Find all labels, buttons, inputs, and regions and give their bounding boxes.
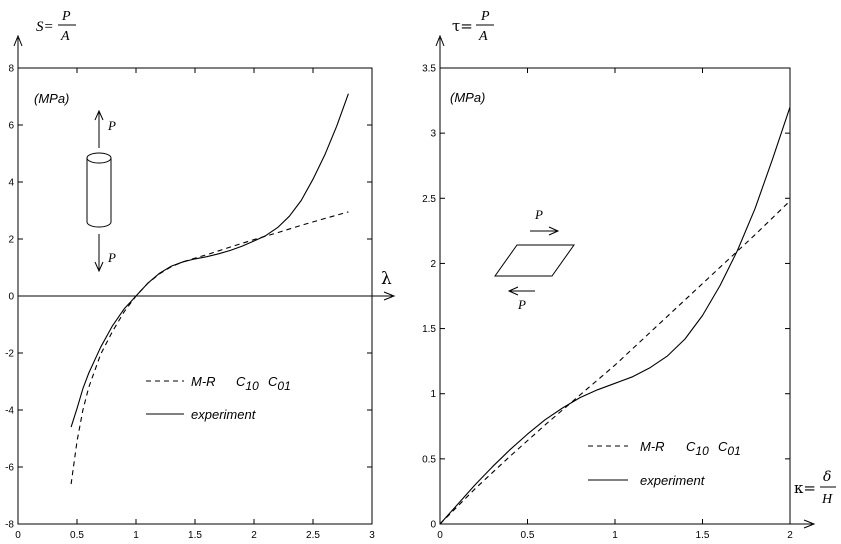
left-y-tick-label: -2 [5, 349, 14, 360]
left-y-ticks: -8 -6 -4 -2 0 2 4 6 8 [5, 64, 372, 531]
left-legend-mr-label: M-R [191, 374, 216, 389]
left-y-tick-label: 6 [8, 121, 14, 132]
left-y-tick-label: 8 [8, 64, 14, 75]
right-units: (MPa) [450, 90, 485, 105]
right-legend-c10-sub: 10 [695, 444, 709, 458]
right-y-tick-label: 2 [430, 259, 436, 270]
left-x-label: λ [381, 269, 392, 289]
left-y-label-lhs: S= [36, 19, 54, 35]
right-legend-c01: C01 [718, 439, 741, 458]
left-inset-cylinder: P P [86, 109, 116, 273]
right-legend-c10-letter: C [686, 439, 696, 454]
left-series-line-solid [70, 93, 349, 428]
right-x-tick-label: 2 [787, 530, 793, 541]
right-x-label-lhs: κ= [794, 479, 816, 497]
left-legend-c01-sub: 01 [277, 379, 290, 393]
right-y-ticks: 0 0.5 1 1.5 2 2.5 3 3.5 [422, 64, 790, 531]
left-inset-label-top: P [107, 118, 116, 133]
left-inset-label-bottom: P [107, 250, 116, 265]
right-x-label-den: H [821, 492, 833, 507]
right-inset-label-top: P [534, 207, 543, 222]
left-x-tick-label: 0 [15, 530, 21, 541]
right-series-line-solid [439, 106, 791, 525]
right-legend-experiment-label: experiment [640, 473, 706, 488]
left-x-tick-label: 0.5 [70, 530, 84, 541]
right-x-tick-label: 0 [437, 530, 443, 541]
left-y-tick-label: -6 [5, 463, 14, 474]
right-y-label-num: P [480, 9, 490, 24]
right-y-tick-label: 2.5 [422, 194, 436, 205]
right-inset-label-bottom: P [517, 297, 526, 312]
right-y-tick-label: 1 [430, 389, 436, 400]
left-chart: -8 -6 -4 -2 0 2 4 6 8 0 0.5 1 1.5 2 2.5 3 λ S= P A (MP… [5, 9, 396, 541]
right-legend-mr-label: M-R [640, 439, 665, 454]
right-x-ticks: 0 0.5 1 1.5 2 [437, 68, 793, 541]
right-series-line-dashed [439, 200, 791, 525]
left-y-tick-label: 4 [8, 178, 14, 189]
left-y-axis-arrowhead [13, 34, 23, 47]
right-legend: M-R C10 C01 experiment [588, 439, 741, 488]
left-series [70, 93, 349, 485]
left-y-label-den: A [60, 29, 70, 44]
left-y-tick-label: -8 [5, 520, 14, 531]
right-chart: 0 0.5 1 1.5 2 2.5 3 3.5 0 0.5 1 1.5 2 κ= δ H τ= P A… [422, 9, 836, 541]
left-x-tick-label: 1 [133, 530, 139, 541]
left-x-tick-label: 2.5 [306, 530, 320, 541]
right-legend-c01-letter: C [718, 439, 728, 454]
left-legend-c01: C01 [268, 374, 291, 393]
right-x-label-num: δ [823, 469, 831, 485]
left-y-tick-label: 0 [8, 292, 14, 303]
left-x-tick-label: 1.5 [188, 530, 202, 541]
right-legend-c01-sub: 01 [727, 444, 740, 458]
left-units: (MPa) [34, 91, 69, 106]
left-legend: M-R C10 C01 experiment [146, 374, 291, 422]
left-x-tick-label: 2 [251, 530, 257, 541]
right-y-label-lhs: τ= [452, 17, 473, 35]
left-zero-axis-arrowhead [383, 291, 396, 301]
left-legend-c10-sub: 10 [245, 379, 259, 393]
right-legend-c10: C10 [686, 439, 709, 458]
right-x-tick-label: 1 [612, 530, 618, 541]
right-y-tick-label: 0 [430, 520, 436, 531]
right-y-tick-label: 3 [430, 129, 436, 140]
left-y-tick-label: -4 [5, 406, 14, 417]
left-y-label-num: P [61, 9, 71, 24]
right-y-axis-arrowhead [435, 34, 445, 47]
right-x-axis-arrowhead [803, 519, 816, 529]
right-y-tick-label: 1.5 [422, 324, 436, 335]
right-x-tick-label: 0.5 [521, 530, 535, 541]
left-legend-experiment-label: experiment [191, 407, 257, 422]
left-legend-c10-letter: C [236, 374, 246, 389]
right-y-tick-label: 0.5 [422, 454, 436, 465]
left-y-tick-label: 2 [8, 235, 14, 246]
left-legend-c10: C10 [236, 374, 259, 393]
left-series-line-dashed [70, 211, 349, 485]
right-series [439, 106, 791, 525]
right-x-tick-label: 1.5 [696, 530, 710, 541]
left-legend-c01-letter: C [268, 374, 278, 389]
right-inset-parallelogram: P P [494, 207, 575, 312]
right-y-tick-label: 3.5 [422, 64, 436, 75]
right-y-label-den: A [478, 29, 488, 44]
left-x-tick-label: 3 [369, 530, 375, 541]
left-x-ticks: 0 0.5 1 1.5 2 2.5 3 [15, 68, 375, 541]
